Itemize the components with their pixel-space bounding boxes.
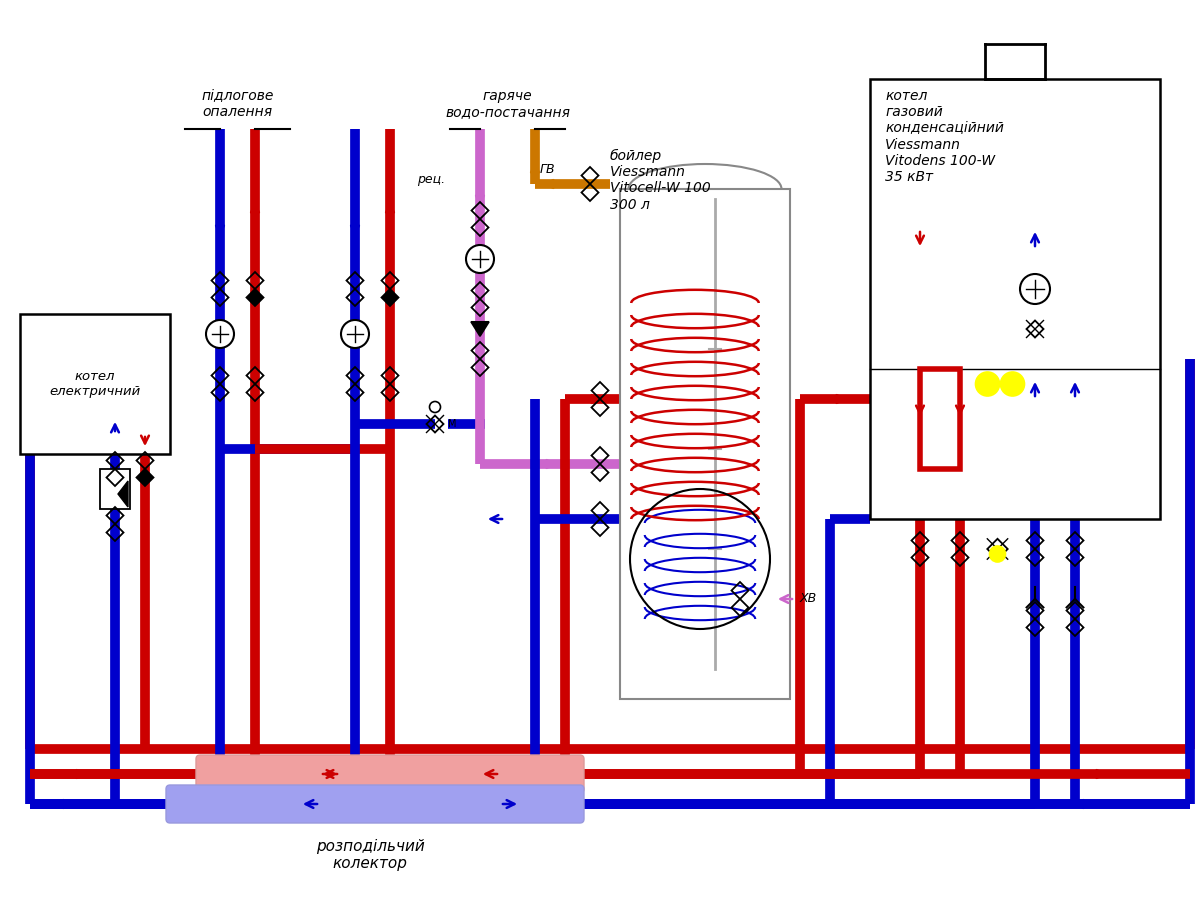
Circle shape bbox=[206, 320, 234, 348]
Bar bbox=[620, 189, 790, 699]
Text: гаряче
водо-постачання: гаряче водо-постачання bbox=[445, 89, 570, 119]
Circle shape bbox=[1020, 274, 1050, 304]
FancyBboxPatch shape bbox=[166, 785, 584, 823]
Bar bbox=[100, 469, 130, 509]
Text: M: M bbox=[448, 419, 456, 429]
Text: бойлер
Viessmann
Vitocell-W 100
300 л: бойлер Viessmann Vitocell-W 100 300 л bbox=[610, 149, 710, 211]
Circle shape bbox=[990, 546, 1006, 562]
Bar bbox=[20, 314, 170, 454]
Circle shape bbox=[1001, 372, 1025, 396]
Text: котел
газовий
конденсаційний
Viessmann
Vitodens 100-W
35 кВт: котел газовий конденсаційний Viessmann V… bbox=[886, 89, 1004, 184]
Text: розподільчий
колектор: розподільчий колектор bbox=[316, 839, 425, 871]
Text: ГВ: ГВ bbox=[540, 163, 556, 176]
Polygon shape bbox=[137, 469, 154, 486]
Text: котел
електричний: котел електричний bbox=[49, 370, 140, 398]
Polygon shape bbox=[470, 322, 490, 336]
FancyBboxPatch shape bbox=[196, 755, 584, 793]
Bar bbox=[870, 79, 1160, 519]
Circle shape bbox=[341, 320, 370, 348]
Circle shape bbox=[466, 245, 494, 273]
Polygon shape bbox=[246, 289, 264, 306]
Text: підлогове
опалення: підлогове опалення bbox=[202, 89, 274, 119]
Bar bbox=[920, 369, 960, 469]
Text: ХВ: ХВ bbox=[800, 593, 817, 606]
Polygon shape bbox=[382, 289, 398, 306]
Circle shape bbox=[976, 372, 1000, 396]
Text: рец.: рец. bbox=[416, 173, 445, 186]
Polygon shape bbox=[118, 481, 128, 507]
Circle shape bbox=[430, 402, 440, 413]
